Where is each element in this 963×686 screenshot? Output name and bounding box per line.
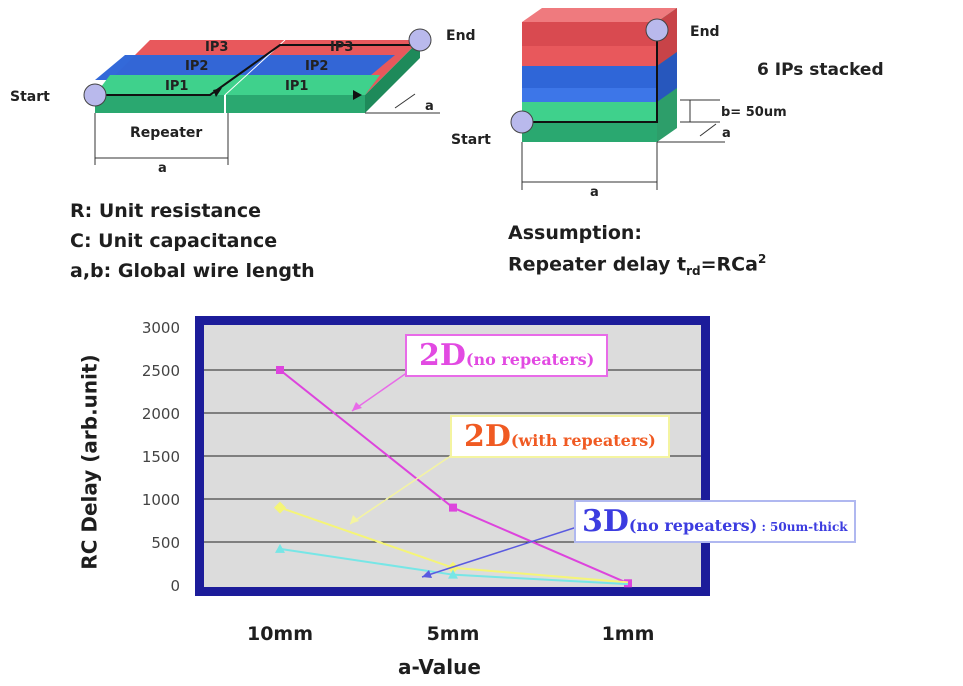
- planar-ip-layout: [83, 28, 440, 165]
- stack-top: [522, 8, 677, 22]
- assumption-formula: Repeater delay trd=RCa2: [508, 252, 766, 278]
- dim-line: [699, 123, 717, 137]
- stack-layer: [522, 88, 657, 102]
- callout-pointer: [351, 371, 409, 412]
- stack-layer: [522, 46, 657, 66]
- callout-2d-no-repeaters: 2D(no repeaters): [405, 334, 609, 377]
- def-r: R: Unit resistance: [70, 200, 261, 222]
- dim-line: [394, 93, 416, 109]
- callout-2d-with-repeaters: 2D(with repeaters): [450, 415, 670, 458]
- y-tick-label: 1000: [142, 491, 180, 509]
- y-tick-label: 0: [170, 577, 180, 595]
- y-tick-label: 2000: [142, 405, 180, 423]
- data-point: [275, 543, 285, 553]
- stack-layer: [522, 122, 657, 142]
- ip3-label-b: IP3: [330, 40, 353, 55]
- arrow-head-icon: [213, 88, 222, 97]
- depth-a-label-3d: a: [722, 126, 731, 141]
- data-point: [449, 503, 457, 512]
- formula-sub: rd: [686, 264, 701, 279]
- y-tick-label: 3000: [142, 319, 180, 337]
- wire-path: [100, 44, 410, 96]
- data-point: [448, 569, 458, 579]
- formula-sup: 2: [757, 252, 767, 266]
- end-label-3d: End: [690, 24, 720, 40]
- callout-sub: (no repeaters): [628, 516, 758, 535]
- start-node: [83, 83, 107, 107]
- callout-3d-no-repeaters: 3D(no repeaters) : 50um-thick: [574, 500, 856, 543]
- width-a-label-3d: a: [590, 185, 599, 200]
- ip3-label: IP3: [205, 40, 228, 55]
- stack-layer: [522, 22, 657, 46]
- def-c: C: Unit capacitance: [70, 230, 278, 252]
- callout-main: 2D: [419, 338, 466, 373]
- x-tick-label: 5mm: [427, 623, 480, 645]
- arrow-head-icon: [353, 90, 362, 100]
- y-tick-label: 1500: [142, 448, 180, 466]
- stacked-label: 6 IPs stacked: [757, 60, 884, 80]
- callout-pointer: [421, 526, 578, 578]
- data-point: [274, 501, 286, 514]
- formula-eq: =RCa: [700, 253, 758, 276]
- callout-pointer: [349, 454, 453, 525]
- arrow-head-icon: [352, 402, 362, 411]
- arrow-head-icon: [422, 570, 432, 578]
- end-node: [408, 28, 432, 52]
- end-label: End: [446, 28, 476, 44]
- x-tick-label: 1mm: [602, 623, 655, 645]
- callout-main: 3D: [582, 504, 629, 539]
- stacked-ip-block: [510, 8, 725, 190]
- y-tick-label: 500: [151, 534, 180, 552]
- stack-side: [657, 52, 677, 102]
- callout-extra: : 50um-thick: [757, 520, 848, 534]
- y-tick-label: 2500: [142, 362, 180, 380]
- stack-layer: [522, 102, 657, 122]
- stack-layer: [522, 66, 657, 88]
- stack-wire: [522, 30, 658, 123]
- ip2-strip: [95, 55, 395, 80]
- dim-a-label: a: [158, 161, 167, 176]
- callout-sub: (with repeaters): [510, 431, 656, 450]
- y-axis-label: RC Delay (arb.unit): [77, 354, 102, 570]
- start-label-3d: Start: [451, 132, 491, 148]
- repeater-label: Repeater: [130, 125, 202, 141]
- ip-front-face: [95, 95, 365, 113]
- data-point: [447, 561, 459, 574]
- x-tick-label: 10mm: [247, 623, 313, 645]
- start-node: [510, 110, 534, 134]
- assumption-title: Assumption:: [508, 222, 643, 244]
- formula-prefix: Repeater delay t: [508, 253, 687, 276]
- callout-sub: (no repeaters): [465, 350, 595, 369]
- end-node: [645, 18, 669, 42]
- ip1-label-b: IP1: [285, 79, 308, 94]
- x-axis-label: a-Value: [398, 655, 481, 679]
- data-point: [276, 366, 284, 374]
- arrow-head-icon: [350, 515, 359, 524]
- def-ab: a,b: Global wire length: [70, 260, 315, 282]
- ip1-label: IP1: [165, 79, 188, 94]
- ip-side-face: [365, 40, 420, 113]
- start-label: Start: [10, 89, 50, 105]
- ip1-top: [95, 75, 380, 95]
- callout-main: 2D: [464, 419, 511, 454]
- depth-a-label: a: [425, 99, 434, 114]
- b-thickness-label: b= 50um: [721, 105, 787, 120]
- ip2-label: IP2: [185, 59, 208, 74]
- ip2-label-b: IP2: [305, 59, 328, 74]
